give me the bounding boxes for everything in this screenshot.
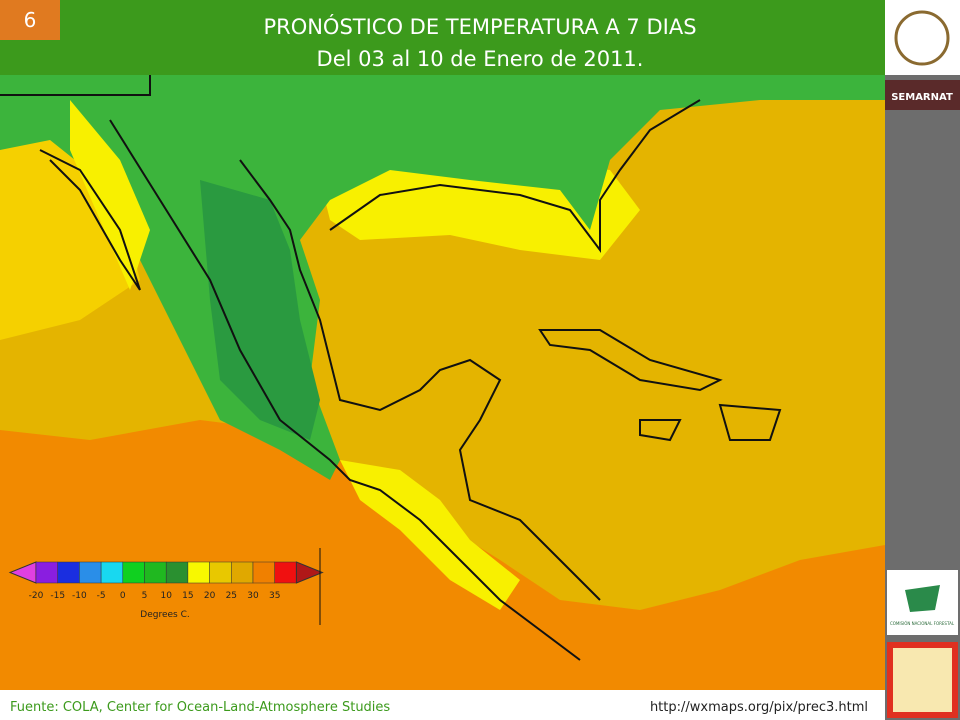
legend-swatch	[79, 561, 102, 584]
subtitle: Del 03 al 10 de Enero de 2011.	[317, 47, 644, 71]
title: PRONÓSTICO DE TEMPERATURA A 7 DIAS	[263, 14, 696, 39]
mascot	[893, 648, 952, 712]
legend-tick-label: 20	[204, 591, 216, 601]
footer-source: Fuente: COLA, Center for Ocean-Land-Atmo…	[10, 700, 390, 715]
map	[0, 75, 885, 690]
brand: SEMARNAT	[891, 92, 953, 103]
legend-swatch	[187, 561, 210, 584]
logo	[905, 585, 940, 612]
legend-tick-label: 35	[269, 591, 280, 601]
legend-swatch	[144, 561, 167, 584]
legend-tick-label: 10	[160, 591, 172, 601]
legend-swatch	[252, 561, 275, 584]
slide-number-box	[0, 0, 60, 40]
legend-tick-label: -10	[72, 591, 87, 601]
legend-tick-label: -20	[29, 591, 44, 601]
legend-tick-label: -15	[50, 591, 65, 601]
legend-tick-label: 15	[182, 591, 193, 601]
emblem	[894, 10, 950, 66]
legend-swatch	[100, 561, 124, 584]
legend-tick-label: 0	[120, 591, 126, 601]
brand-band	[885, 80, 960, 110]
legend-swatch	[274, 561, 297, 584]
footer-url: http://wxmaps.org/pix/prec3.html	[650, 700, 868, 715]
slide-number: 6	[24, 8, 37, 32]
legend-high-arrow	[295, 561, 324, 584]
header-bar	[0, 0, 885, 75]
legend-label: Degrees C.	[140, 610, 189, 620]
legend-swatch	[57, 561, 80, 584]
legend-swatch	[35, 561, 58, 584]
legend-swatch	[165, 561, 189, 584]
logo-caption: COMISIÓN NACIONAL FORESTAL	[890, 621, 955, 626]
legend-swatch	[231, 561, 254, 584]
legend-tick-label: 25	[226, 591, 237, 601]
legend-tick-label: 5	[142, 591, 148, 601]
legend: -20 -15 -10 -5 0 5 10 15 20 25 30 35	[8, 548, 324, 625]
legend-swatch	[209, 561, 232, 584]
footer-bar	[0, 690, 885, 720]
legend-tick-label: 30	[247, 591, 259, 601]
legend-swatch	[122, 561, 145, 584]
legend-tick-label: -5	[97, 591, 106, 601]
